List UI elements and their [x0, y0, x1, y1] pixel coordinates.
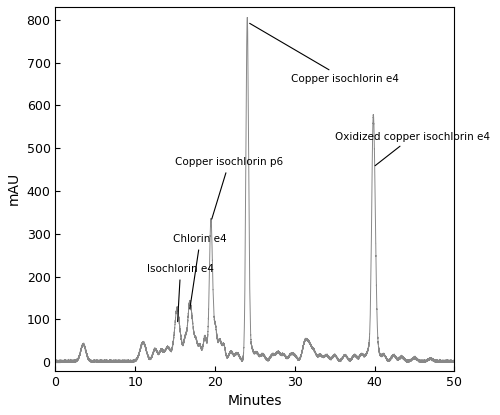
- Text: Isochlorin e4: Isochlorin e4: [147, 264, 214, 322]
- Text: Oxidized copper isochlorin e4: Oxidized copper isochlorin e4: [334, 132, 490, 166]
- Text: Copper isochlorin p6: Copper isochlorin p6: [175, 157, 283, 219]
- Y-axis label: mAU: mAU: [7, 172, 21, 205]
- Text: Chlorin e4: Chlorin e4: [174, 234, 227, 309]
- X-axis label: Minutes: Minutes: [228, 394, 282, 408]
- Text: Copper isochlorin e4: Copper isochlorin e4: [250, 23, 398, 84]
